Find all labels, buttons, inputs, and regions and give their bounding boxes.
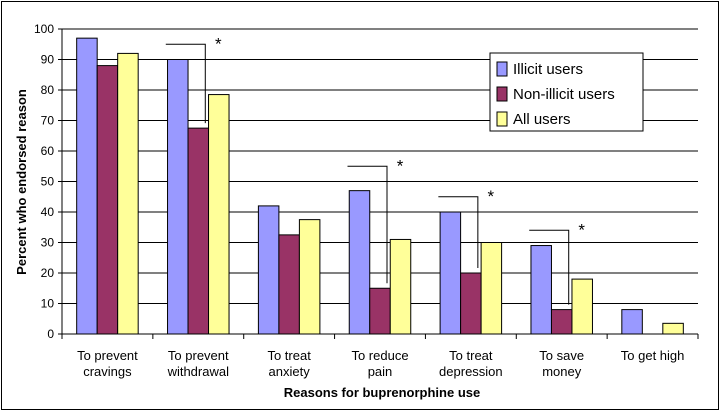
bar — [298, 219, 321, 335]
y-axis-title: Percent who endorsed reason — [14, 89, 29, 275]
x-category-label: To prevent withdrawal — [167, 348, 230, 379]
y-tick-label: 40 — [41, 205, 55, 219]
x-category-label: To reduce pain — [351, 348, 408, 379]
bar — [117, 52, 139, 335]
bars — [76, 37, 684, 335]
y-tick-labels: 0 10 20 30 40 50 60 70 80 90 100 — [34, 22, 62, 341]
bar — [348, 190, 371, 335]
significance-marker: * — [215, 34, 222, 53]
y-tick-label: 90 — [41, 53, 55, 67]
x-category-label: To prevent cravings — [77, 348, 138, 379]
legend-swatch — [496, 86, 508, 102]
y-tick-label: 50 — [41, 175, 55, 189]
y-tick-label: 100 — [34, 22, 54, 36]
bar — [530, 245, 552, 335]
legend: Illicit users Non-illicit users All users — [489, 52, 644, 132]
y-tick-label: 10 — [41, 297, 55, 311]
bar — [208, 94, 230, 335]
bar — [76, 37, 98, 335]
x-category-label: To get high — [621, 348, 685, 363]
bar — [187, 127, 210, 335]
bar — [571, 278, 593, 335]
legend-label: All users — [513, 111, 571, 128]
bar — [278, 234, 300, 335]
legend-label: Illicit users — [513, 61, 583, 78]
bar — [389, 238, 412, 335]
bar — [96, 65, 119, 335]
legend-swatch — [496, 61, 508, 77]
y-tick-label: 0 — [47, 327, 54, 341]
significance-bracket — [347, 165, 388, 284]
bar — [662, 322, 684, 335]
bar — [369, 287, 391, 335]
significance-bracket — [165, 43, 206, 124]
y-tick-label: 70 — [41, 114, 55, 128]
bar — [460, 272, 482, 335]
x-category-label: To treat depression — [439, 348, 503, 379]
significance-bracket — [438, 196, 479, 268]
significance-marker: * — [397, 156, 404, 175]
x-category-labels: To prevent cravings To prevent withdrawal To… — [77, 348, 684, 379]
x-category-label: To save money — [539, 348, 584, 379]
legend-swatch — [496, 111, 508, 127]
significance-marker: * — [488, 187, 495, 206]
bar — [257, 205, 280, 335]
x-category-label: To treat anxiety — [267, 348, 311, 379]
significance-marker: * — [578, 220, 585, 239]
bar — [480, 242, 503, 335]
y-tick-label: 60 — [41, 144, 55, 158]
legend-label: Non-illicit users — [513, 86, 615, 103]
bar — [167, 59, 189, 335]
bar — [550, 309, 573, 335]
legend-box — [489, 52, 644, 132]
significance-annotations: * * * * — [165, 34, 585, 305]
significance-bracket — [529, 229, 570, 305]
bar — [439, 211, 462, 335]
y-tick-label: 80 — [41, 83, 55, 97]
x-axis-title: Reasons for buprenorphine use — [284, 385, 480, 400]
y-tick-label: 30 — [41, 236, 55, 250]
y-tick-label: 20 — [41, 266, 55, 280]
bar — [621, 309, 643, 335]
